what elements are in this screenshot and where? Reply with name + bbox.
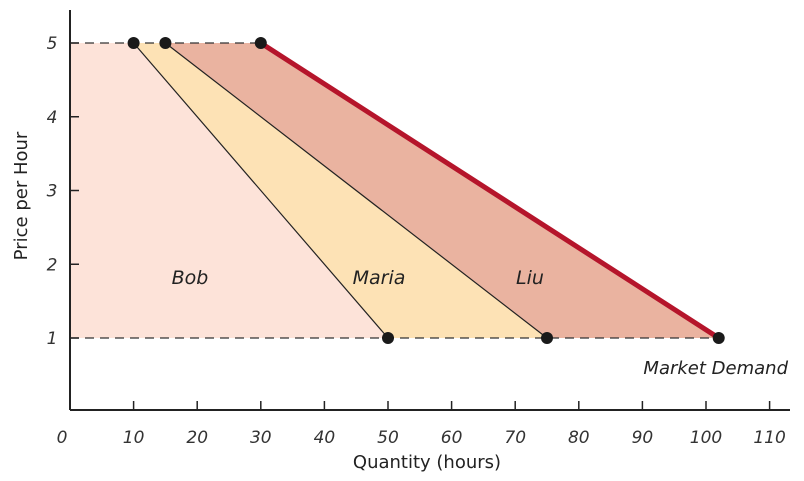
data-point	[382, 332, 394, 344]
liu-area	[165, 43, 719, 338]
y-tick-label: 3	[47, 182, 58, 202]
data-point	[127, 37, 140, 49]
x-tick-label: 90	[632, 428, 654, 448]
x-tick-label: 10	[123, 428, 145, 448]
liu-label: Liu	[516, 267, 544, 289]
x-tick-label: 60	[441, 428, 463, 448]
bob-demand-line	[133, 42, 389, 339]
y-tick-label: 5	[47, 34, 58, 54]
maria-demand-line	[165, 42, 548, 339]
x-tick-label: 70	[504, 428, 526, 448]
x-tick-label: 40	[314, 428, 336, 448]
x-tick-label: 30	[250, 428, 272, 448]
bob-label: Bob	[172, 267, 209, 289]
axes	[69, 10, 790, 411]
data-point	[254, 37, 267, 49]
y-tick-label: 1	[47, 329, 58, 349]
data-point	[541, 332, 553, 344]
y-axis-title: Price per Hour	[11, 131, 32, 260]
y-tick-labels: 1 2 3 4 5	[47, 34, 58, 349]
demand-areas	[70, 43, 719, 338]
x-axis-title: Quantity (hours)	[353, 452, 501, 473]
data-point	[712, 332, 725, 344]
y-tick-label: 2	[47, 255, 58, 275]
y-tick-label: 4	[47, 108, 58, 128]
market-demand-label: Market Demand	[643, 358, 788, 379]
data-point	[159, 37, 172, 49]
data-points	[127, 37, 725, 344]
maria-area	[133, 43, 547, 338]
market-demand-line	[258, 40, 722, 341]
x-tick-label: 110	[753, 428, 785, 448]
x-tick-label: 50	[377, 428, 399, 448]
maria-label: Maria	[353, 267, 406, 289]
x-tick-label: 80	[568, 428, 590, 448]
x-tick-label: 0	[57, 428, 68, 448]
x-tick-labels: 0 10 20 30 40 50 60 70 80 90 100 110	[57, 428, 786, 448]
x-tick-label: 100	[690, 428, 722, 448]
bob-area	[70, 43, 388, 338]
demand-lines	[133, 40, 722, 341]
x-tick-label: 20	[186, 428, 208, 448]
